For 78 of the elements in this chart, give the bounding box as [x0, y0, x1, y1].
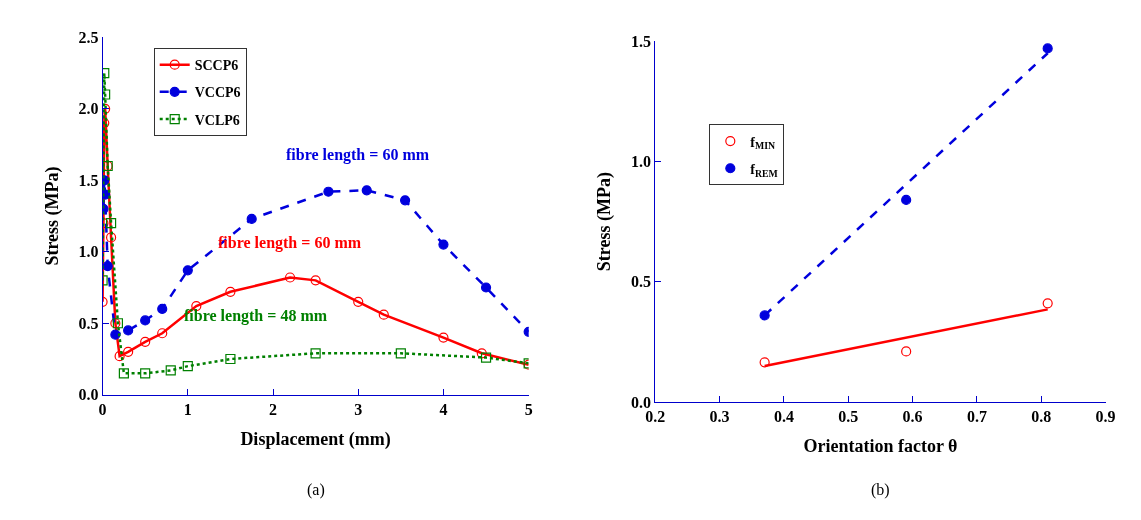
- point: [102, 103, 111, 114]
- point: [400, 195, 411, 206]
- y-axis-title: Stress (MPa): [41, 166, 63, 266]
- point: [480, 282, 492, 293]
- annotation: fibre length = 60 mm: [218, 234, 362, 252]
- x-tick-label: 0.8: [1031, 408, 1052, 426]
- legend-label: f$_{MIN}$: [750, 134, 776, 152]
- x-tick-label: 1: [183, 400, 192, 418]
- x-tick-label: 0.9: [1095, 408, 1116, 426]
- point: [438, 332, 449, 343]
- point: [759, 357, 770, 368]
- y-tick-label: 2.0: [78, 100, 99, 118]
- point: [246, 213, 257, 224]
- point: [1042, 298, 1053, 309]
- point: [225, 286, 236, 297]
- x-tick-label: 3: [354, 400, 363, 418]
- point: [476, 348, 487, 359]
- x-tick-label: 0.6: [902, 408, 923, 426]
- point: [353, 296, 364, 307]
- point: [438, 239, 449, 250]
- x-axis-title: Orientation factor θ: [803, 436, 958, 457]
- y-tick-label: 1.0: [631, 153, 652, 171]
- x-tick-label: 4: [439, 400, 448, 418]
- x-tick-label: 0: [98, 400, 107, 418]
- legend-label: VCLP6: [194, 112, 240, 128]
- legend-label: VCCP6: [194, 85, 241, 101]
- point: [157, 303, 168, 315]
- point: [901, 194, 912, 206]
- text: (b): [871, 481, 890, 499]
- x-tick-label: 0.7: [966, 408, 987, 426]
- y-tick-label: 0.5: [631, 273, 652, 291]
- y-axis-title: Stress (MPa): [594, 172, 616, 272]
- y-tick-label: 0.0: [631, 393, 652, 411]
- point: [901, 346, 912, 357]
- point: [1042, 43, 1053, 54]
- y-tick-label: 2.5: [78, 28, 99, 46]
- x-tick-label: 0.4: [773, 408, 794, 426]
- y-tick-label: 1.0: [78, 243, 99, 261]
- point: [140, 315, 151, 326]
- legend-label: SCCP6: [194, 58, 239, 74]
- point: [378, 309, 389, 320]
- y-tick-label: 1.5: [78, 171, 99, 189]
- point: [105, 218, 117, 229]
- point: [225, 353, 236, 365]
- x-tick-label: 0.3: [709, 408, 730, 426]
- x-axis-title: Displacement (mm): [240, 429, 391, 451]
- point: [361, 185, 372, 196]
- point: [480, 352, 492, 363]
- point: [182, 361, 193, 372]
- x-tick-label: 5: [524, 400, 533, 418]
- point: [102, 89, 111, 100]
- point: [118, 368, 129, 379]
- point: [114, 351, 125, 362]
- point: [395, 348, 406, 359]
- x-tick-label: 2: [269, 400, 278, 418]
- point: [310, 348, 321, 359]
- point: [110, 329, 121, 340]
- point: [102, 260, 113, 272]
- point: [157, 328, 168, 339]
- x-tick-label: 0.2: [645, 408, 666, 426]
- point: [182, 265, 193, 276]
- point: [310, 275, 321, 286]
- legend-label: f$_{REM}$: [750, 161, 778, 179]
- text: (a): [307, 481, 325, 499]
- point: [123, 325, 134, 336]
- annotation: fibre length = 48 mm: [184, 307, 328, 325]
- y-tick-label: 1.5: [631, 32, 652, 50]
- annotation: fibre length = 60 mm: [286, 146, 430, 164]
- point: [140, 368, 151, 379]
- point: [140, 336, 151, 347]
- x-tick-label: 0.5: [838, 408, 859, 426]
- point: [165, 365, 176, 376]
- y-tick-label: 0.5: [78, 314, 99, 332]
- point: [123, 346, 134, 357]
- point: [106, 232, 117, 243]
- point: [323, 186, 334, 197]
- y-tick-label: 0.0: [78, 386, 99, 404]
- point: [284, 272, 296, 283]
